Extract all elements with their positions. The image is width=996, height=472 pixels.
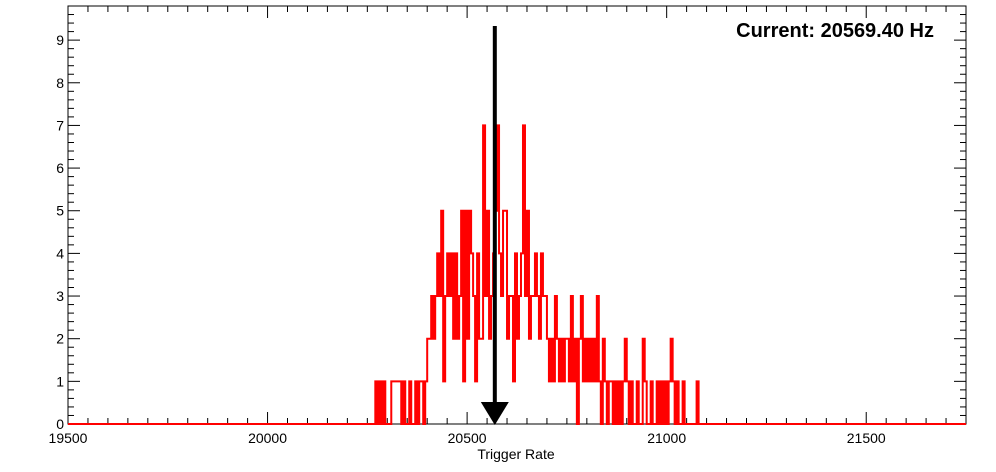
histogram-bin: [573, 381, 575, 424]
histogram-bin: [481, 339, 483, 424]
histogram-bin: [533, 296, 535, 424]
histogram-bin: [479, 339, 481, 424]
y-tick-label: 0: [56, 416, 64, 432]
x-tick-label: 20500: [448, 430, 487, 446]
x-axis-title: Trigger Rate: [477, 446, 555, 462]
histogram-bin: [395, 381, 397, 424]
histogram-bin: [595, 381, 597, 424]
histogram-bin: [453, 339, 455, 424]
y-tick-label: 1: [56, 373, 64, 389]
y-tick-label: 4: [56, 245, 64, 261]
marker-arrowhead: [480, 402, 509, 425]
histogram-bin: [543, 296, 545, 424]
current-rate-label: Current: 20569.40 Hz: [736, 20, 934, 42]
histogram-bin: [433, 339, 435, 424]
histogram-bin: [439, 296, 441, 424]
y-tick-label: 7: [56, 117, 64, 133]
histogram-bin: [393, 381, 395, 424]
x-tick-label: 21000: [647, 430, 686, 446]
histogram-bin: [591, 381, 593, 424]
histogram-series: [68, 124, 966, 425]
y-tick-label: 3: [56, 288, 64, 304]
y-tick-label: 6: [56, 160, 64, 176]
histogram-bin: [449, 296, 451, 424]
histogram-bin: [559, 381, 561, 424]
histogram-bin: [549, 381, 551, 424]
y-tick-label: 5: [56, 203, 64, 219]
histogram-bin: [569, 381, 571, 424]
histogram-bin: [529, 339, 531, 424]
x-tick-label: 21500: [847, 430, 886, 446]
histogram-step-line: [68, 124, 966, 425]
histogram-bin: [553, 381, 555, 424]
y-tick-label: 8: [56, 75, 64, 91]
histogram-bin: [467, 339, 469, 424]
histogram-bin: [397, 381, 399, 424]
histogram-bin: [475, 381, 477, 424]
y-tick-label: 2: [56, 331, 64, 347]
plot-frame: [67, 5, 967, 425]
histogram-bin: [563, 381, 565, 424]
histogram-bin: [443, 381, 445, 424]
histogram-bin: [457, 339, 459, 424]
histogram-bin: [507, 339, 509, 424]
current-rate-marker: [480, 26, 509, 425]
y-tick-label: 9: [56, 32, 64, 48]
histogram-bin: [587, 381, 589, 424]
histogram-bin: [525, 296, 527, 424]
x-tick-label: 20000: [248, 430, 287, 446]
histogram-bin: [539, 339, 541, 424]
axis-ticks: 19500 20000 20500 21000 21500 0 1 2 3 4 5 6 7 8 9: [49, 5, 967, 446]
histogram-bin: [513, 381, 515, 424]
x-tick-label: 19500: [49, 430, 88, 446]
histogram-bin: [429, 339, 431, 424]
histogram-bin: [463, 381, 465, 424]
histogram-bin: [583, 381, 585, 424]
histogram-bin: [517, 339, 519, 424]
